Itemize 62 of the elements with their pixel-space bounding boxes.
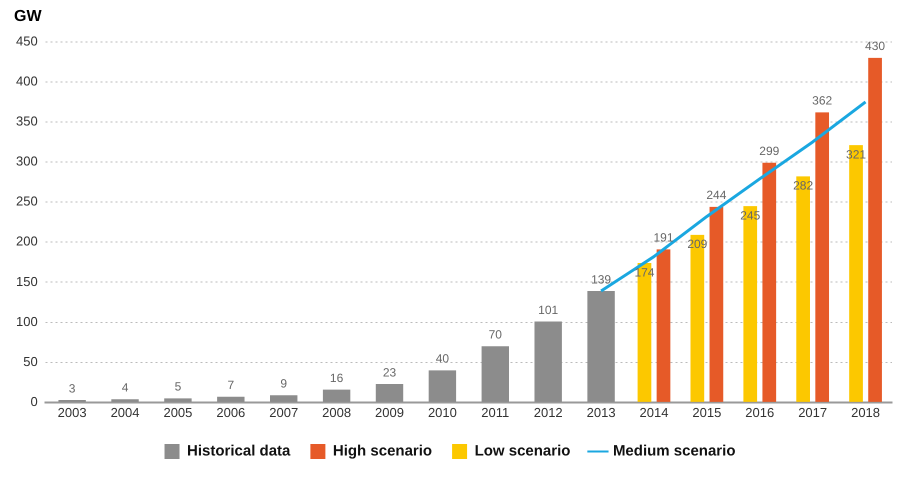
- legend-label: High scenario: [332, 442, 432, 460]
- data-label: 9: [280, 376, 288, 390]
- data-label: 299: [759, 144, 780, 158]
- bar: [270, 395, 298, 402]
- data-label: 40: [436, 352, 450, 366]
- x-tick-label: 2011: [481, 404, 510, 420]
- bar: [322, 390, 350, 402]
- x-tick-label: 2010: [428, 404, 457, 420]
- bar: [428, 370, 456, 402]
- x-tick-label: 2006: [216, 404, 246, 420]
- y-tick-label: 0: [30, 394, 38, 409]
- bar: [111, 399, 139, 402]
- y-tick-label: 250: [16, 194, 38, 209]
- x-tick-label: 2012: [534, 404, 563, 420]
- x-tick-label: 2015: [692, 404, 722, 420]
- legend-label: Historical data: [187, 442, 292, 460]
- data-label: 3: [68, 381, 76, 396]
- data-label: 244: [706, 188, 727, 202]
- x-tick-label: 2004: [110, 404, 140, 420]
- data-label: 191: [653, 230, 674, 245]
- y-tick-label: 50: [23, 354, 38, 369]
- x-tick-label: 2016: [745, 404, 774, 420]
- y-tick-label: 450: [16, 33, 38, 48]
- y-tick-label: 400: [16, 73, 38, 88]
- y-axis-title: GW: [13, 8, 43, 26]
- legend-label: Low scenario: [474, 442, 570, 460]
- data-label: 23: [382, 365, 396, 380]
- x-tick-label: 2013: [586, 404, 616, 420]
- data-label: 430: [865, 39, 886, 54]
- x-tick-label: 2008: [322, 404, 352, 420]
- x-tick-label: 2009: [375, 404, 404, 420]
- data-label: 16: [330, 370, 344, 385]
- data-label: 5: [174, 380, 182, 394]
- bar: [710, 206, 724, 402]
- bar: [534, 321, 562, 402]
- data-label: 7: [227, 378, 234, 392]
- bar: [164, 398, 192, 402]
- data-label: 101: [538, 302, 559, 317]
- x-tick-label: 2014: [640, 404, 668, 420]
- y-tick-label: 150: [16, 274, 38, 289]
- bar: [587, 291, 615, 402]
- bar: [868, 58, 882, 402]
- y-tick-label: 300: [16, 154, 38, 169]
- x-tick-label: 2017: [798, 404, 828, 420]
- bar: [815, 112, 830, 402]
- bar: [376, 384, 404, 402]
- data-label: 362: [812, 94, 833, 108]
- y-tick-label: 200: [16, 234, 38, 249]
- x-tick-label: 2018: [851, 404, 880, 420]
- bar: [762, 162, 776, 402]
- y-tick-label: 100: [16, 314, 38, 329]
- data-label: 70: [488, 328, 502, 342]
- bar: [656, 249, 670, 402]
- bar: [217, 396, 245, 402]
- x-tick-label: 2005: [163, 404, 192, 420]
- x-tick-label: 2003: [58, 404, 87, 420]
- legend-label: Medium scenario: [612, 442, 736, 460]
- y-tick-label: 350: [16, 114, 38, 129]
- x-tick-label: 2007: [269, 404, 298, 420]
- data-label: 4: [122, 380, 129, 395]
- bar: [482, 346, 510, 402]
- data-label: 139: [591, 272, 612, 286]
